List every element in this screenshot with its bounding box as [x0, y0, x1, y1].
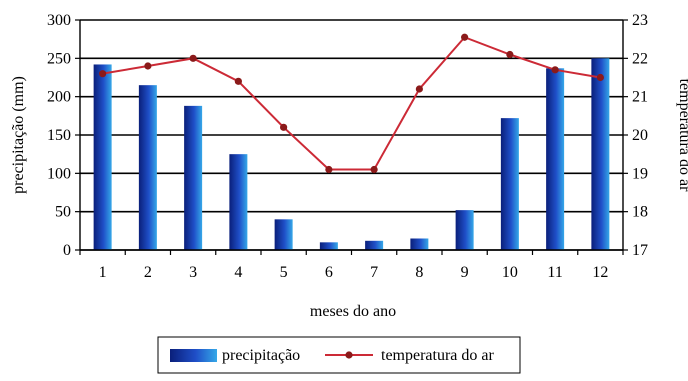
left-tick-label: 0 [63, 242, 71, 259]
x-tick-label: 5 [280, 264, 288, 281]
x-tick-label: 12 [592, 264, 608, 281]
x-tick-label: 1 [99, 264, 107, 281]
temperature-point [551, 66, 559, 74]
temperature-point [99, 70, 107, 78]
legend-precipitation-swatch [170, 349, 217, 362]
precipitation-bar [229, 154, 248, 250]
temperature-point [370, 165, 378, 174]
x-tick-label: 2 [144, 264, 152, 281]
legend-temperature-label: temperatura do ar [381, 347, 495, 364]
right-tick-label: 22 [632, 50, 648, 67]
precipitation-bar [455, 210, 474, 250]
x-tick-label: 4 [234, 264, 242, 281]
right-tick-label: 20 [632, 127, 648, 144]
precipitation-bar [184, 105, 203, 250]
right-tick-label: 23 [632, 12, 648, 29]
x-tick-label: 11 [547, 264, 562, 281]
legend-precipitation-label: precipitação [222, 347, 300, 364]
gridlines [80, 19, 623, 251]
temperature-point [415, 85, 423, 93]
right-tick-label: 19 [632, 165, 648, 182]
precipitation-bar [274, 219, 293, 250]
temperature-point [596, 73, 604, 82]
temperature-point [234, 77, 242, 85]
x-tick-label: 6 [325, 264, 333, 281]
temperature-point [189, 54, 197, 62]
precipitation-bar [546, 68, 565, 250]
precipitation-bar [500, 118, 519, 250]
x-tick-label: 3 [189, 264, 197, 281]
legend-temperature-marker [345, 351, 353, 359]
right-axis-title: temperatura do ar [676, 79, 688, 193]
left-tick-label: 200 [47, 89, 71, 106]
temperature-line [99, 33, 604, 174]
right-tick-label: 17 [632, 242, 648, 259]
left-tick-label: 150 [47, 127, 71, 144]
precipitation-bar [591, 58, 610, 251]
left-tick-label: 50 [55, 204, 71, 221]
precipitation-bars [93, 58, 610, 251]
right-tick-label: 18 [632, 204, 648, 221]
right-tick-label: 21 [632, 89, 648, 106]
x-tick-label: 7 [370, 264, 378, 281]
precipitation-bar [319, 242, 338, 250]
temperature-point [461, 33, 469, 41]
precipitation-bar [138, 85, 157, 251]
left-tick-label: 250 [47, 50, 71, 67]
legend: precipitação temperatura do ar [157, 336, 521, 374]
temperature-point [325, 165, 333, 174]
x-axis-title: meses do ano [310, 303, 396, 320]
left-tick-label: 100 [47, 165, 71, 182]
precipitation-bar [365, 240, 384, 250]
temperature-series-line [102, 36, 601, 171]
axis-labels: meses do ano precipitação (mm) temperatu… [10, 76, 688, 320]
precipitation-bar [410, 238, 429, 250]
x-tick-label: 9 [461, 264, 469, 281]
left-tick-label: 300 [47, 12, 71, 29]
temperature-point [280, 123, 288, 131]
temperature-point [144, 62, 152, 70]
left-axis-title: precipitação (mm) [10, 76, 27, 194]
precipitation-bar [93, 64, 112, 250]
x-tick-label: 10 [502, 264, 518, 281]
temperature-point [506, 50, 514, 59]
x-tick-label: 8 [415, 264, 423, 281]
